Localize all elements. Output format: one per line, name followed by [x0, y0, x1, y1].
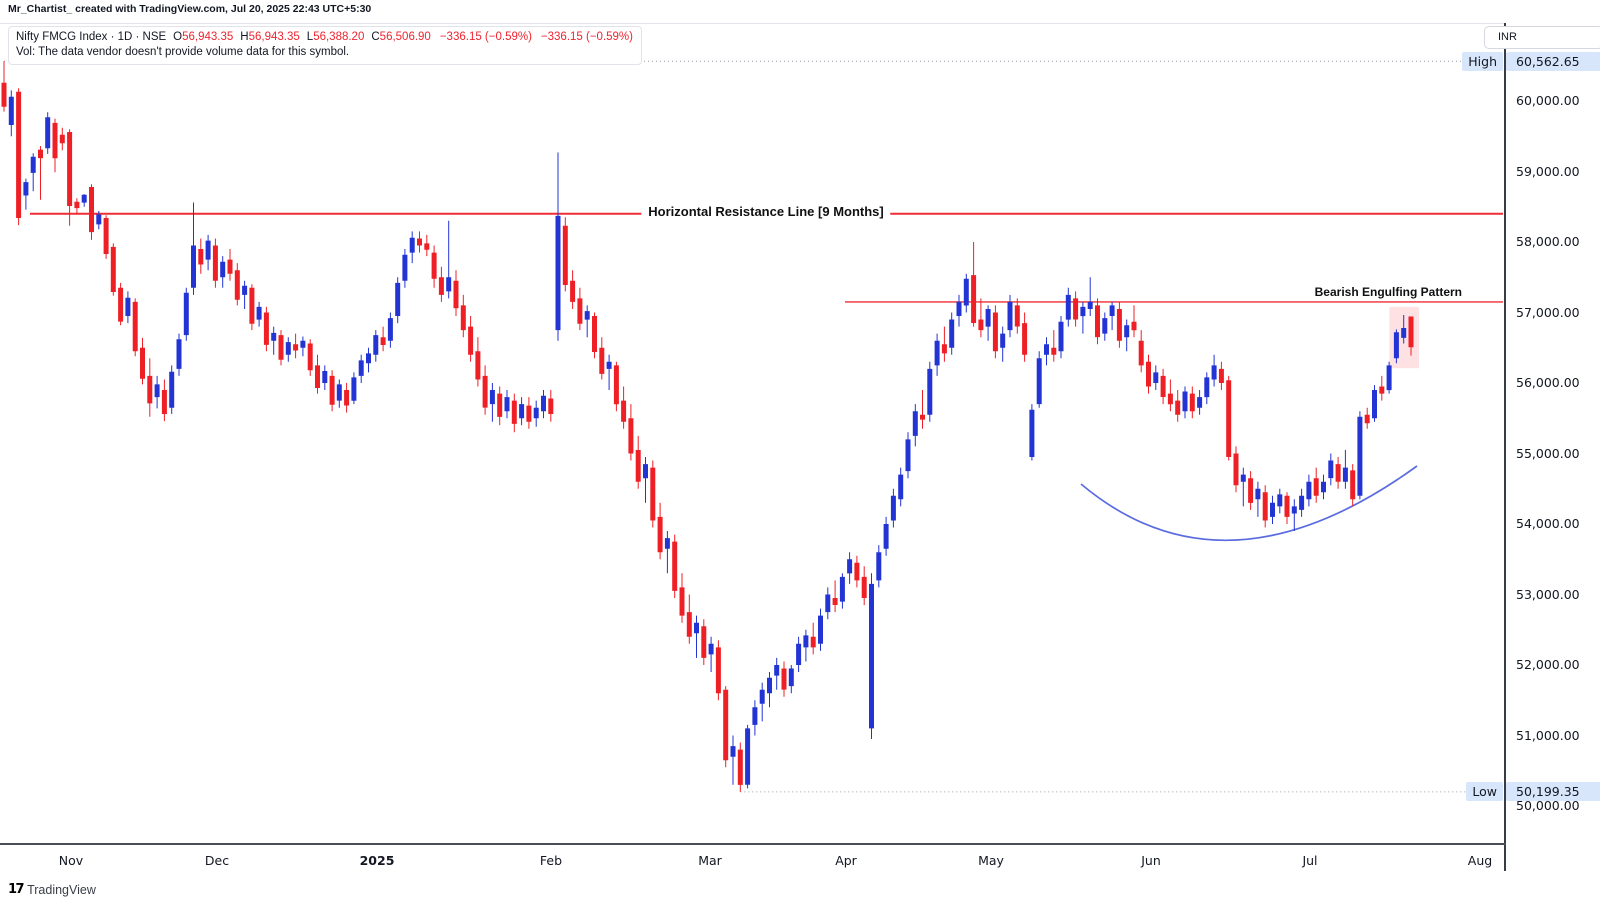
up-candle-bodies [8, 96, 1407, 785]
price-axis-border [1504, 23, 1506, 871]
low-marker-axis-value: 50,199.35 [1506, 782, 1600, 802]
change-value: −336.15 (−0.59%) [439, 31, 532, 43]
symbol-ohlc-row: Nifty FMCG Index · 1D · NSE O56,943.35 H56… [16, 30, 633, 45]
time-axis-label: 2025 [359, 853, 395, 868]
price-tick-label: 52,000.00 [1516, 657, 1580, 672]
time-axis-label: Aug [1467, 853, 1493, 868]
price-tick-label: 60,000.00 [1516, 93, 1580, 108]
close-value: C56,506.90 [371, 31, 431, 43]
high-marker-label: High [1462, 51, 1503, 71]
time-axis[interactable]: Nov Dec 2025 Feb Mar Apr May Jun Jul Aug [0, 847, 1504, 873]
symbol-title: Nifty FMCG Index · 1D · NSE [16, 31, 167, 43]
engulfing-pattern-label[interactable]: Bearish Engulfing Pattern [1314, 284, 1462, 299]
volume-note: Vol: The data vendor doesn't provide vol… [16, 46, 350, 58]
time-axis-label: Feb [539, 853, 563, 868]
high-value: H56,943.35 [240, 31, 300, 43]
price-tick-label: 50,000.00 [1516, 798, 1580, 813]
price-axis[interactable]: INR 60,000.00 59,000.00 58,000.00 57,000.00… [1484, 23, 1600, 872]
price-tick-label: 54,000.00 [1516, 516, 1580, 531]
tradingview-watermark[interactable]: 17 TradingView [8, 882, 96, 897]
low-value: L56,388.20 [306, 31, 365, 43]
down-candle-bodies [1, 82, 1414, 785]
symbol-legend: Nifty FMCG Index · 1D · NSE O56,943.35 H56… [8, 26, 642, 65]
up-candle-wicks [10, 90, 1405, 789]
resistance-line-label[interactable]: Horizontal Resistance Line [9 Months] [641, 203, 891, 219]
time-axis-label: Jul [1302, 853, 1318, 868]
currency-button[interactable]: INR [1484, 26, 1600, 49]
time-axis-label: Dec [204, 853, 230, 868]
time-axis-label: Apr [835, 853, 857, 868]
price-tick-label: 57,000.00 [1516, 304, 1580, 320]
time-axis-label: Mar [698, 853, 722, 868]
rounding-bottom-arc[interactable] [1080, 465, 1418, 542]
down-candle-wicks [3, 61, 1412, 792]
time-axis-label: Nov [58, 853, 84, 868]
price-tick-label: 51,000.00 [1516, 727, 1580, 743]
price-tick-label: 58,000.00 [1516, 234, 1580, 249]
price-tick-label: 55,000.00 [1516, 445, 1580, 461]
open-value: O56,943.35 [173, 31, 234, 43]
price-tick-label: 59,000.00 [1516, 163, 1580, 179]
price-tick-label: 53,000.00 [1516, 586, 1580, 602]
low-marker-label: Low [1466, 782, 1503, 802]
high-marker-axis-value: 60,562.65 [1506, 51, 1600, 71]
time-axis-label: Jun [1141, 853, 1161, 868]
pane-top-border [0, 23, 1600, 24]
attribution-text: Mr_Chartist_ created with TradingView.co… [8, 3, 372, 15]
price-tick-label: 56,000.00 [1516, 375, 1580, 390]
change-percent-value: −336.15 (−0.59%) [540, 31, 633, 43]
time-axis-label: May [978, 853, 1004, 868]
time-axis-border [0, 843, 1600, 845]
tradingview-watermark-text: TradingView [27, 882, 96, 897]
tradingview-logo-icon: 17 [8, 882, 25, 897]
